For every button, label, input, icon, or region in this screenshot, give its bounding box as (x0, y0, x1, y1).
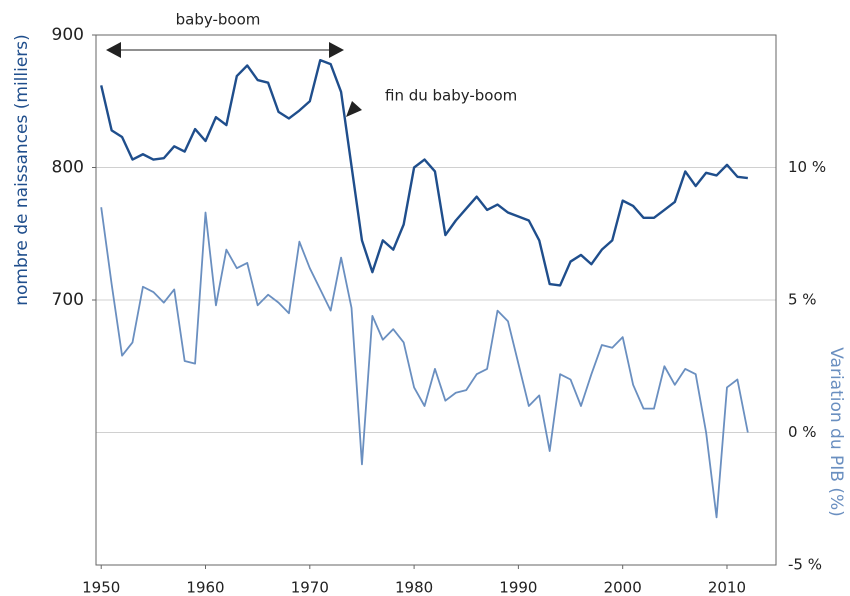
y-tick-label: 900 (52, 25, 84, 45)
plot-frame (95, 34, 777, 566)
y-axis-label: nombre de naissances (milliers) (12, 34, 32, 306)
annotation: fin du baby-boom (385, 87, 517, 105)
annotation: baby-boom (176, 11, 261, 29)
x-tick-label: 1960 (186, 579, 224, 596)
x-tick-label: 2000 (604, 579, 642, 596)
y2-axis-label: Variation du PIB (%) (826, 347, 846, 517)
y2-tick-label: -5 % (788, 556, 822, 574)
series-line (100, 58, 748, 287)
y2-tick-label: 10 % (788, 158, 826, 176)
series-line (100, 207, 749, 519)
y2-tick-label: 5 % (788, 291, 817, 309)
x-tick-label: 1980 (395, 579, 433, 596)
y2-tick-label: 0 % (788, 423, 817, 441)
baby-boom-arrow (106, 42, 344, 58)
y-tick-label: 700 (52, 290, 84, 310)
x-tick-label: 2010 (708, 579, 746, 596)
annotation-arrow (346, 101, 362, 117)
x-tick-label: 1950 (82, 579, 120, 596)
y-tick-label: 800 (52, 158, 84, 178)
x-tick-label: 1990 (499, 579, 537, 596)
x-tick-label: 1970 (291, 579, 329, 596)
